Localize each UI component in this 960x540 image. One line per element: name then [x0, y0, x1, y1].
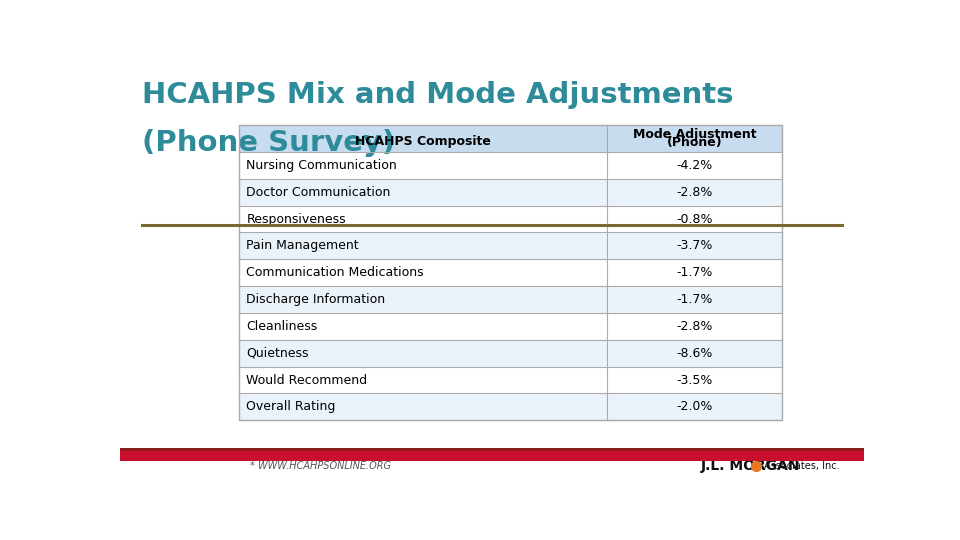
Text: Quietness: Quietness — [247, 347, 309, 360]
Text: HCAHPS Composite: HCAHPS Composite — [355, 136, 492, 148]
Bar — [239, 152, 782, 179]
Bar — [120, 449, 864, 461]
Text: Pain Management: Pain Management — [247, 239, 359, 252]
Text: HCAHPS Mix and Mode Adjustments: HCAHPS Mix and Mode Adjustments — [142, 82, 733, 110]
Text: Overall Rating: Overall Rating — [247, 400, 336, 414]
Text: Cleanliness: Cleanliness — [247, 320, 318, 333]
Text: -0.8%: -0.8% — [677, 213, 713, 226]
Text: Doctor Communication: Doctor Communication — [247, 186, 391, 199]
Text: Mode Adjustment: Mode Adjustment — [633, 129, 756, 141]
Bar — [239, 313, 782, 340]
Text: -3.7%: -3.7% — [677, 239, 713, 252]
Bar — [239, 394, 782, 420]
Bar — [120, 448, 864, 451]
Text: J.L. MORGAN: J.L. MORGAN — [701, 460, 800, 474]
Text: -2.8%: -2.8% — [677, 320, 713, 333]
Bar — [239, 286, 782, 313]
Text: -1.7%: -1.7% — [677, 293, 713, 306]
Text: -3.5%: -3.5% — [677, 374, 713, 387]
Text: Would Recommend: Would Recommend — [247, 374, 368, 387]
Text: Discharge Information: Discharge Information — [247, 293, 386, 306]
Bar — [239, 367, 782, 394]
Text: * WWW.HCAHPSONLINE.ORG: * WWW.HCAHPSONLINE.ORG — [251, 462, 392, 471]
Bar — [239, 232, 782, 259]
Bar — [239, 206, 782, 232]
Text: (Phone Survey): (Phone Survey) — [142, 129, 396, 157]
Text: -1.7%: -1.7% — [677, 266, 713, 279]
Bar — [239, 340, 782, 367]
Text: Nursing Communication: Nursing Communication — [247, 159, 397, 172]
Bar — [239, 179, 782, 206]
Bar — [239, 125, 782, 152]
Text: Communication Medications: Communication Medications — [247, 266, 424, 279]
Text: (Phone): (Phone) — [667, 136, 723, 148]
Text: -2.0%: -2.0% — [677, 400, 713, 414]
Text: -4.2%: -4.2% — [677, 159, 713, 172]
Bar — [239, 259, 782, 286]
Bar — [239, 125, 782, 420]
Text: -2.8%: -2.8% — [677, 186, 713, 199]
Text: Associates, Inc.: Associates, Inc. — [763, 462, 839, 471]
Text: Responsiveness: Responsiveness — [247, 213, 347, 226]
Text: -8.6%: -8.6% — [677, 347, 713, 360]
